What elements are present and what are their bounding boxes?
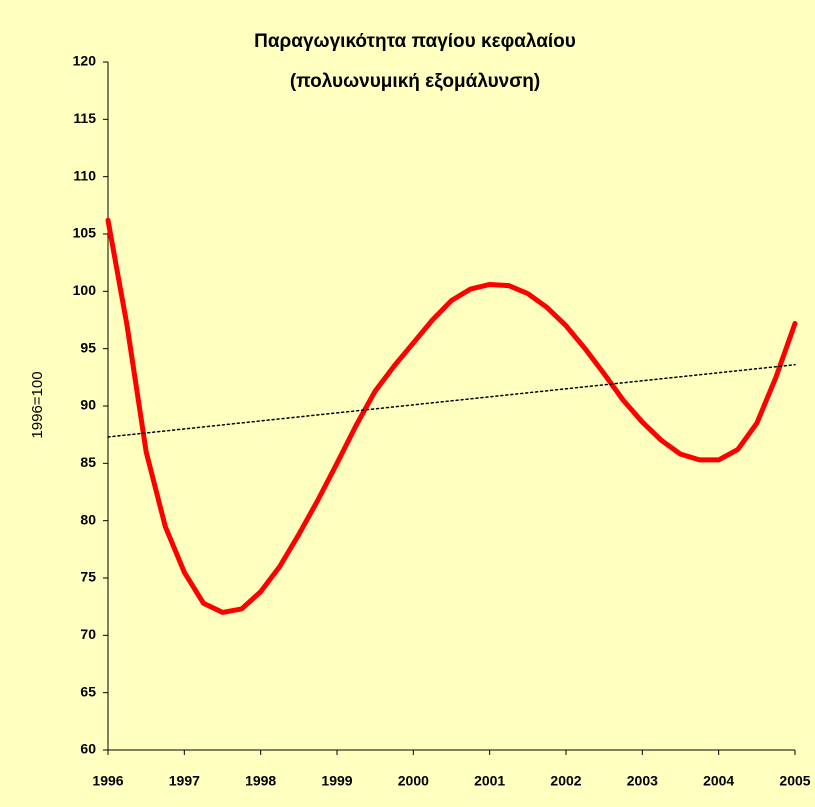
y-axis-label: 1996=100: [29, 371, 46, 438]
y-tick-label: 95: [80, 339, 96, 355]
x-tick-label: 2001: [474, 773, 505, 789]
chart-title: Παραγωγικότητα παγίου κεφαλαίου: [254, 31, 576, 52]
data-line: [105, 217, 798, 615]
x-tick-label: 2000: [398, 773, 429, 789]
y-tick-label: 70: [80, 626, 96, 642]
x-tick-label: 2003: [627, 773, 658, 789]
x-tick-label: 2004: [703, 773, 734, 789]
y-tick-label: 75: [80, 569, 96, 585]
x-tick-label: 1996: [92, 773, 123, 789]
y-tick-label: 100: [73, 282, 97, 298]
x-tick-label: 1999: [321, 773, 352, 789]
y-tick-label: 60: [80, 741, 96, 757]
y-tick-label: 65: [80, 683, 96, 699]
y-tick-label: 120: [73, 53, 97, 69]
x-tick-label: 1997: [169, 773, 200, 789]
y-tick-label: 105: [73, 225, 97, 241]
chart-subtitle: (πολυωνυμική εξομάλυνση): [290, 71, 540, 92]
y-tick-label: 80: [80, 511, 96, 527]
y-tick-label: 110: [73, 167, 96, 183]
y-tick-label: 115: [73, 110, 96, 126]
x-tick-label: 2005: [779, 773, 810, 789]
x-tick-label: 1998: [245, 773, 276, 789]
y-tick-label: 85: [80, 454, 96, 470]
trend-line: [107, 363, 796, 438]
y-tick-label: 90: [80, 397, 96, 413]
x-tick-label: 2002: [550, 773, 581, 789]
